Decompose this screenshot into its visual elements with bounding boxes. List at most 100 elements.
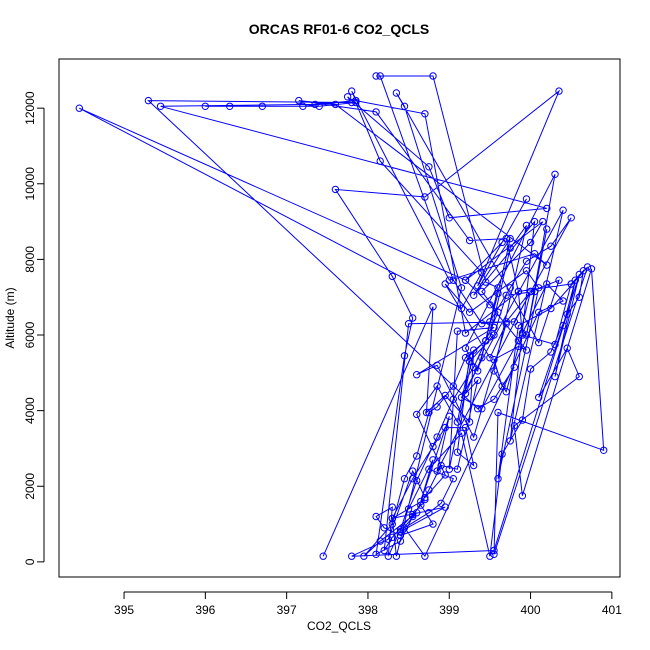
x-tick-label: 397 xyxy=(277,603,297,617)
data-point xyxy=(421,493,429,502)
data-point xyxy=(413,509,421,517)
data-point xyxy=(559,297,567,305)
data-point xyxy=(413,476,421,485)
data-point xyxy=(441,503,449,511)
axes-group: 395 396 397 398 399 400 401 0 2000 4000 6000 8000 10… xyxy=(23,91,622,617)
data-point xyxy=(388,533,396,541)
data-point xyxy=(348,98,356,107)
data-point xyxy=(494,408,502,417)
data-point xyxy=(478,268,486,277)
data-point xyxy=(388,272,396,281)
data-point xyxy=(486,552,494,560)
data-point xyxy=(331,185,340,194)
data-point xyxy=(506,437,514,445)
data-point xyxy=(396,526,405,534)
data-point xyxy=(400,524,409,532)
data-point xyxy=(465,236,474,245)
data-point xyxy=(433,382,441,390)
data-point xyxy=(478,405,486,413)
data-point xyxy=(360,552,368,560)
data-point xyxy=(465,418,474,426)
data-point xyxy=(343,93,352,101)
data-point xyxy=(522,331,531,339)
data-point xyxy=(478,287,486,296)
data-point xyxy=(551,170,559,179)
data-point xyxy=(490,331,498,339)
data-point xyxy=(429,456,437,464)
data-point xyxy=(535,284,543,292)
data-point xyxy=(518,329,527,337)
data-point xyxy=(348,552,356,560)
data-point xyxy=(449,475,457,483)
data-point xyxy=(445,465,453,473)
data-point xyxy=(425,408,433,417)
data-point xyxy=(547,242,555,250)
data-point xyxy=(461,389,470,398)
data-point xyxy=(482,337,490,345)
data-point xyxy=(409,512,417,521)
data-point xyxy=(409,467,417,475)
data-point xyxy=(457,284,466,292)
data-point xyxy=(567,214,575,222)
data-point xyxy=(510,363,518,371)
data-point xyxy=(388,520,396,528)
data-point xyxy=(587,265,596,273)
data-point xyxy=(478,354,486,362)
data-point xyxy=(514,342,523,351)
data-point xyxy=(421,110,429,118)
data-point xyxy=(437,499,445,507)
data-point xyxy=(352,96,360,105)
data-point xyxy=(539,217,547,226)
data-point xyxy=(510,422,518,430)
data-point xyxy=(502,318,510,326)
data-point xyxy=(535,393,543,402)
data-point xyxy=(376,72,384,80)
data-point xyxy=(470,291,478,299)
data-point xyxy=(506,284,514,292)
data-point xyxy=(404,320,413,328)
data-point xyxy=(392,552,401,560)
data-point xyxy=(543,204,551,213)
data-point xyxy=(258,102,266,111)
data-point xyxy=(376,157,384,165)
data-point xyxy=(470,363,478,371)
data-point xyxy=(547,348,555,356)
data-point xyxy=(461,354,470,362)
data-point xyxy=(201,102,210,111)
data-point xyxy=(514,321,523,330)
series-line xyxy=(79,75,605,558)
data-point xyxy=(470,346,478,354)
data-point xyxy=(422,408,431,417)
data-point xyxy=(506,244,514,252)
data-point xyxy=(506,234,514,243)
data-point xyxy=(400,352,409,360)
data-point xyxy=(490,367,498,375)
data-point xyxy=(445,214,453,222)
data-point xyxy=(465,308,474,316)
data-point xyxy=(470,433,478,441)
data-point xyxy=(429,520,437,528)
data-point xyxy=(583,263,592,271)
series-group xyxy=(75,72,608,560)
data-point xyxy=(502,320,510,328)
plot-frame xyxy=(58,58,621,578)
data-point xyxy=(311,100,319,109)
data-point xyxy=(226,102,234,111)
data-point xyxy=(470,461,478,470)
data-point xyxy=(490,395,498,403)
x-tick-label: 395 xyxy=(114,603,134,617)
data-point xyxy=(461,276,470,284)
data-point xyxy=(421,552,429,560)
data-point xyxy=(465,352,474,360)
data-point xyxy=(498,238,506,247)
data-point xyxy=(388,514,396,523)
data-point xyxy=(486,354,494,362)
data-point xyxy=(376,537,384,545)
data-point xyxy=(425,465,433,473)
data-point xyxy=(348,87,356,95)
data-point xyxy=(530,217,539,226)
data-point xyxy=(498,450,506,458)
data-point xyxy=(526,365,535,373)
x-tick-label: 400 xyxy=(521,603,541,617)
data-point xyxy=(486,318,494,326)
